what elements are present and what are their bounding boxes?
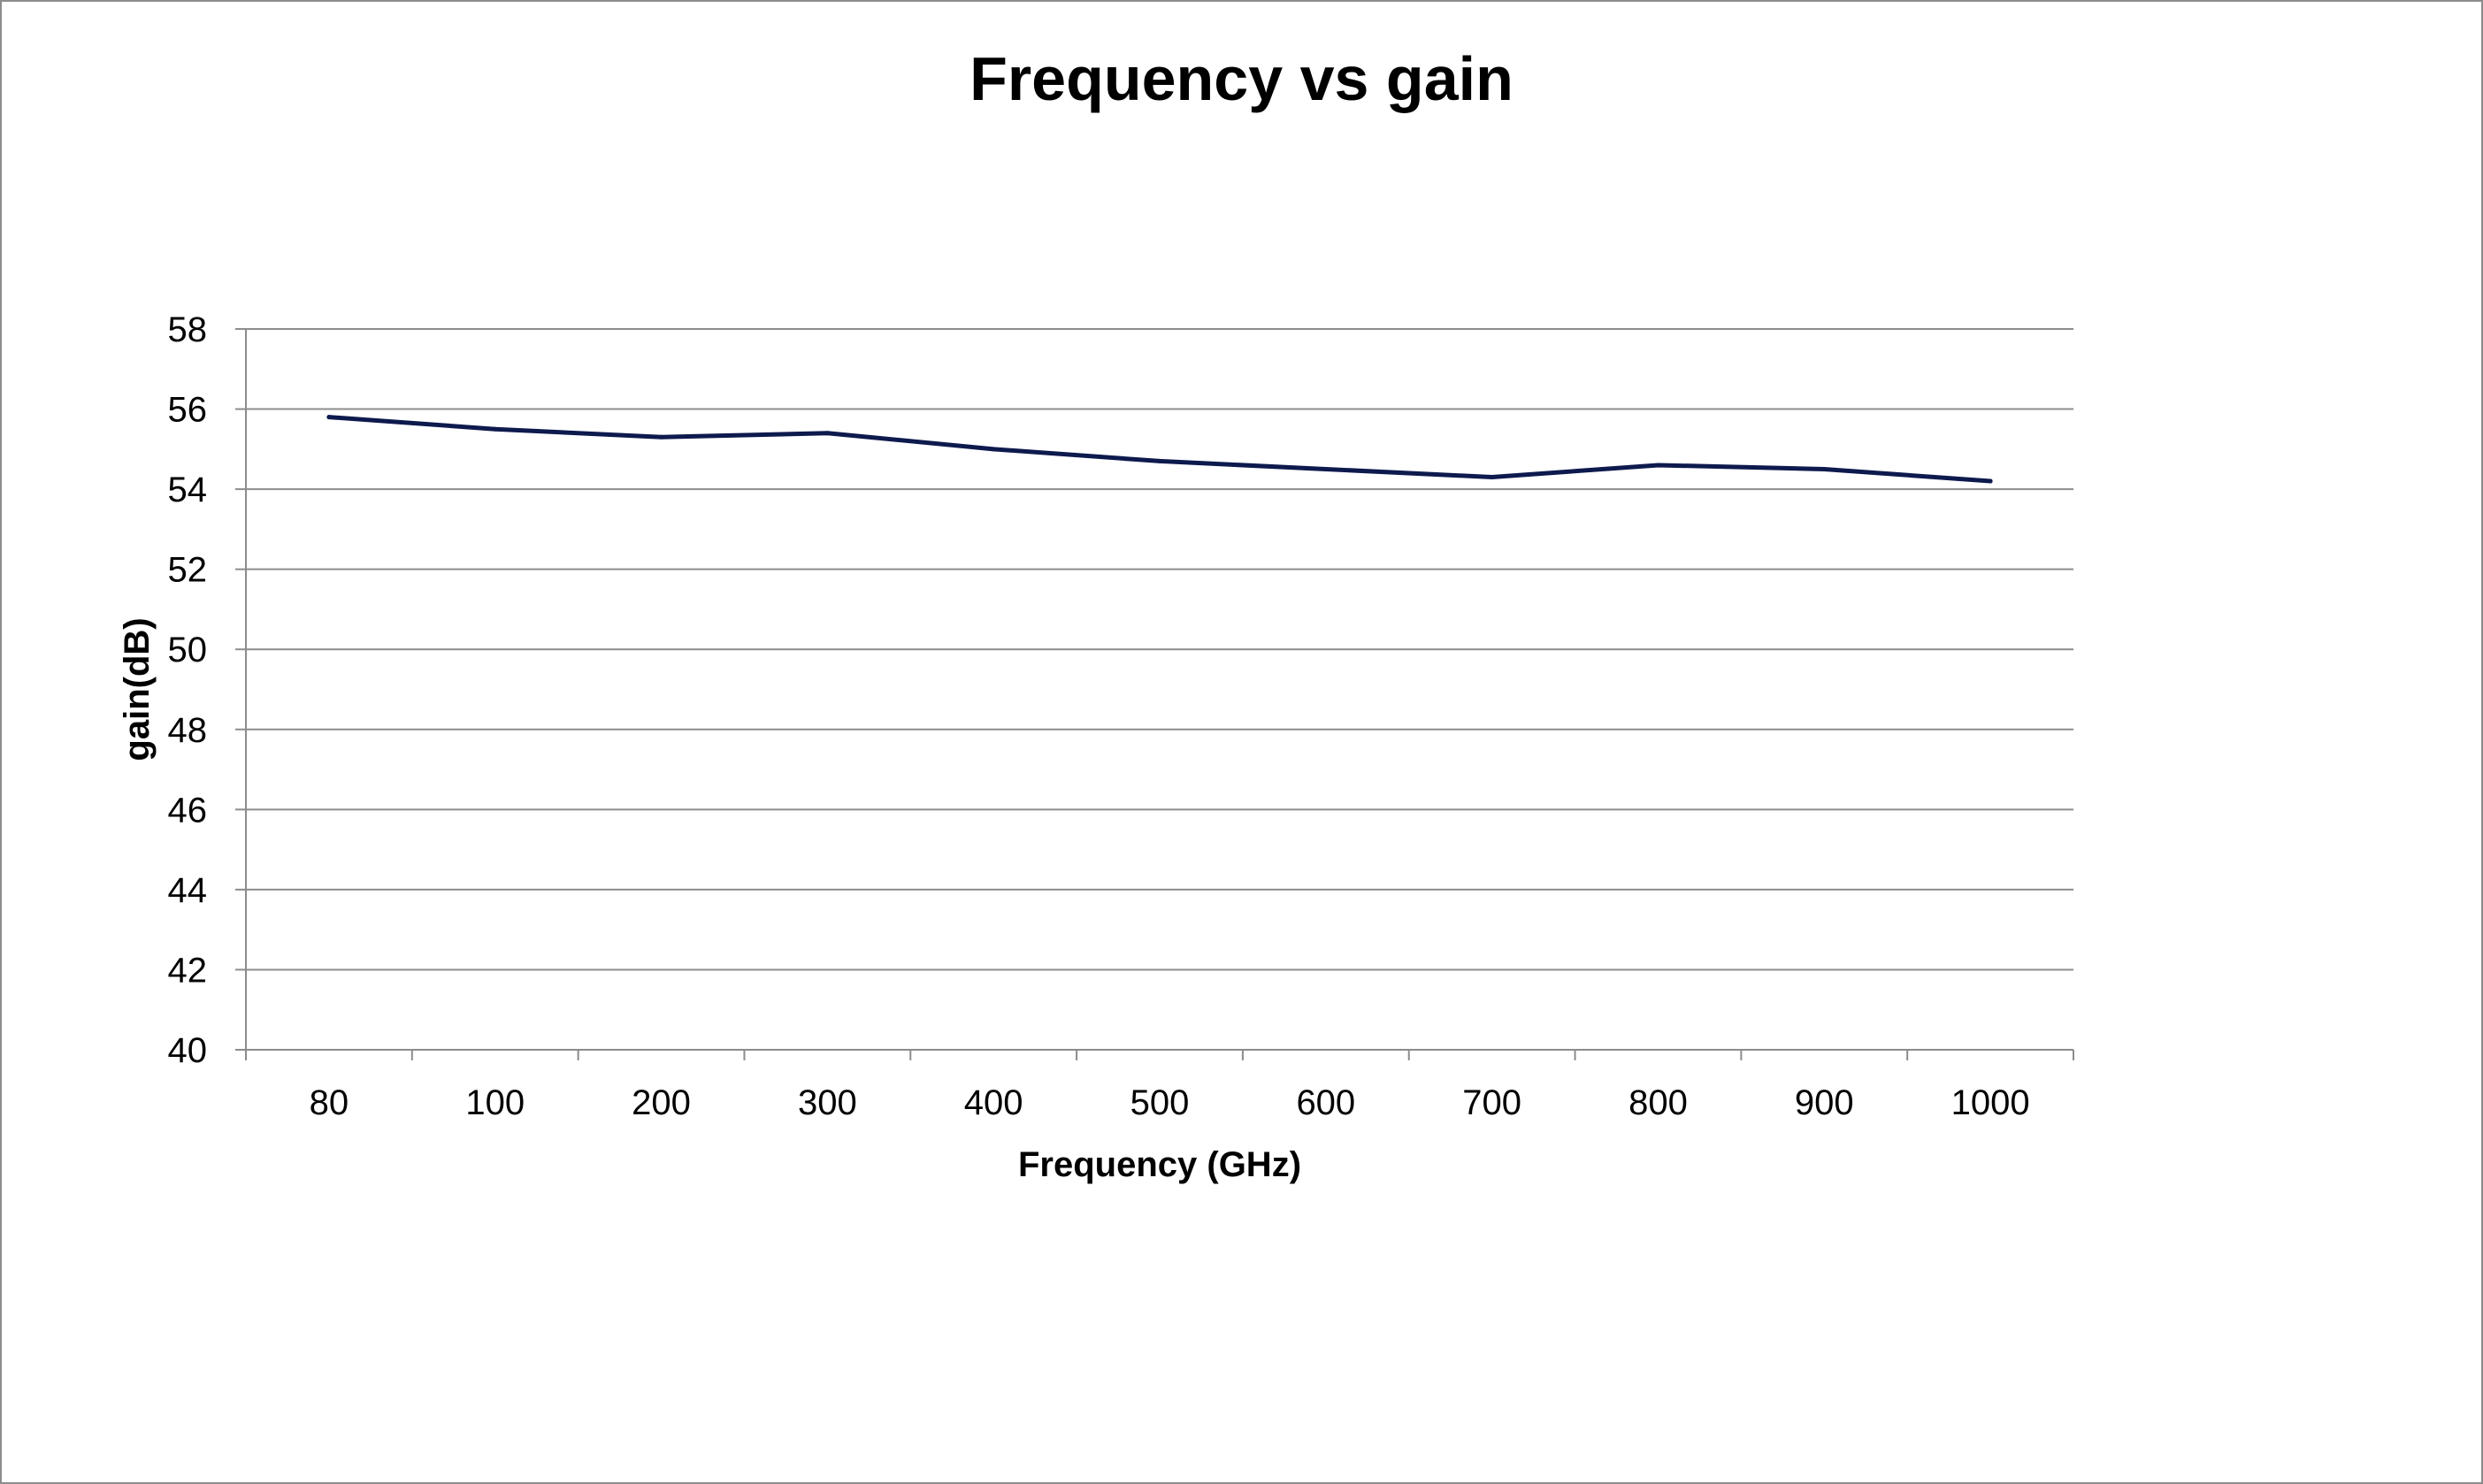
y-tick-label: 50 bbox=[168, 631, 208, 669]
y-tick-label: 48 bbox=[168, 711, 208, 750]
x-tick-label: 80 bbox=[310, 1083, 349, 1122]
data-point bbox=[493, 426, 498, 432]
chart-title: Frequency vs gain bbox=[969, 44, 1514, 113]
x-tick-label: 800 bbox=[1629, 1083, 1688, 1122]
data-point bbox=[1655, 463, 1660, 468]
x-tick-label: 100 bbox=[465, 1083, 525, 1122]
y-tick-label: 54 bbox=[168, 470, 208, 509]
data-point bbox=[991, 447, 996, 452]
x-tick-label: 500 bbox=[1130, 1083, 1190, 1122]
data-point bbox=[1988, 478, 1993, 484]
x-tick-label: 900 bbox=[1795, 1083, 1854, 1122]
y-tick-label: 44 bbox=[168, 871, 208, 910]
data-point bbox=[326, 415, 332, 420]
y-tick-label: 40 bbox=[168, 1031, 208, 1070]
x-axis-title: Frequency (GHz) bbox=[1018, 1145, 1301, 1184]
x-tick-label: 600 bbox=[1296, 1083, 1355, 1122]
y-tick-label: 52 bbox=[168, 551, 208, 590]
y-tick-label: 42 bbox=[168, 951, 208, 990]
data-point bbox=[1323, 466, 1329, 471]
x-tick-label: 1000 bbox=[1951, 1083, 2030, 1122]
data-point bbox=[824, 431, 830, 436]
x-tick-label: 400 bbox=[964, 1083, 1023, 1122]
data-point bbox=[659, 434, 664, 440]
data-point bbox=[1157, 458, 1162, 463]
y-tick-label: 58 bbox=[168, 310, 208, 349]
data-point bbox=[1490, 475, 1495, 480]
series-line bbox=[326, 415, 1993, 484]
x-tick-label: 200 bbox=[632, 1083, 691, 1122]
x-tick-label: 700 bbox=[1462, 1083, 1521, 1122]
y-axis-title: gain(dB) bbox=[118, 617, 157, 761]
y-tick-label: 46 bbox=[168, 791, 208, 830]
data-point bbox=[1821, 466, 1827, 471]
x-tick-label: 300 bbox=[798, 1083, 857, 1122]
y-tick-label: 56 bbox=[168, 391, 208, 430]
